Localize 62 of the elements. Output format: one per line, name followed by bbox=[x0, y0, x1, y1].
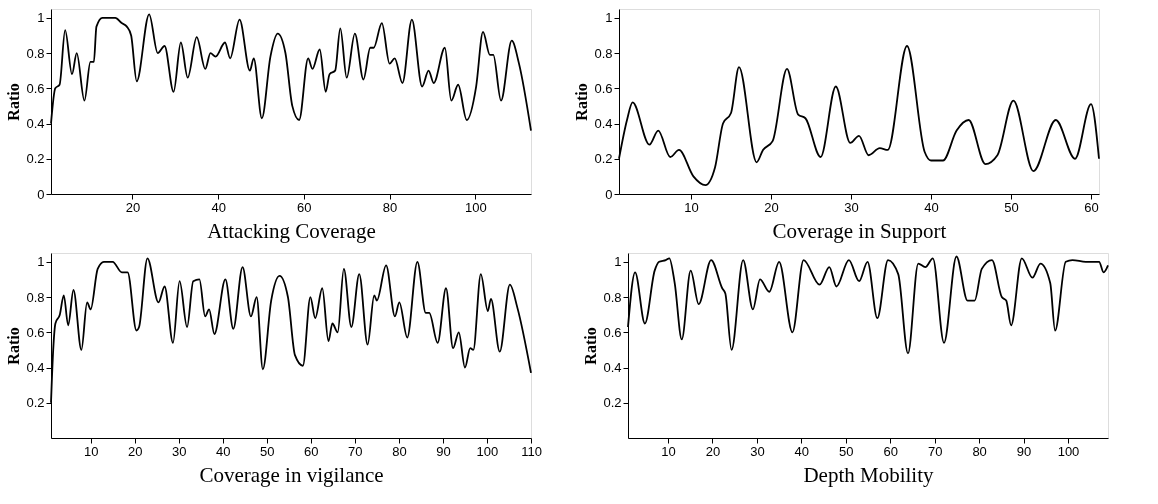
x-axis-title: Depth Mobility bbox=[803, 462, 935, 487]
y-tick-label: 1 bbox=[614, 254, 622, 270]
y-tick-label: 0.8 bbox=[26, 289, 45, 305]
x-tick-label: 30 bbox=[750, 443, 765, 459]
y-tick-label: 0.8 bbox=[594, 45, 613, 61]
x-tick-label: 100 bbox=[464, 199, 487, 215]
y-axis-title: Ratio bbox=[5, 327, 23, 365]
x-tick-label: 70 bbox=[927, 443, 943, 459]
y-tick-label: 0.6 bbox=[26, 80, 45, 96]
x-tick-label: 30 bbox=[844, 199, 859, 215]
x-tick-label: 100 bbox=[476, 443, 499, 459]
y-tick-label: 0.2 bbox=[26, 151, 45, 167]
y-tick-label: 0.4 bbox=[26, 360, 45, 376]
x-tick-label: 60 bbox=[304, 443, 319, 459]
y-tick-label: 0.6 bbox=[594, 80, 613, 96]
y-axis-title: Ratio bbox=[5, 83, 23, 121]
x-tick-label: 30 bbox=[171, 443, 187, 459]
y-tick-label: 0 bbox=[605, 186, 613, 202]
x-tick-label: 20 bbox=[764, 199, 779, 215]
y-tick-label: 0.2 bbox=[26, 395, 45, 411]
x-tick-label: 20 bbox=[705, 443, 721, 459]
x-tick-label: 90 bbox=[1016, 443, 1032, 459]
y-tick-label: 0.2 bbox=[603, 395, 622, 411]
x-tick-label: 80 bbox=[382, 199, 398, 215]
x-tick-label: 40 bbox=[216, 443, 231, 459]
y-tick-label: 1 bbox=[37, 254, 45, 270]
x-tick-label: 10 bbox=[83, 443, 99, 459]
x-tick-label: 50 bbox=[260, 443, 275, 459]
x-tick-label: 60 bbox=[883, 443, 898, 459]
x-tick-label: 20 bbox=[127, 443, 143, 459]
x-axis-title: Coverage in vigilance bbox=[199, 462, 384, 487]
x-tick-label: 80 bbox=[972, 443, 987, 459]
y-axis-title: Ratio bbox=[582, 327, 600, 365]
y-tick-label: 0.6 bbox=[26, 324, 45, 340]
x-tick-label: 60 bbox=[1084, 199, 1099, 215]
x-axis-title: Attacking Coverage bbox=[207, 218, 376, 243]
y-tick-label: 0.4 bbox=[594, 116, 613, 132]
x-tick-label: 50 bbox=[839, 443, 854, 459]
x-tick-label: 50 bbox=[1004, 199, 1019, 215]
x-tick-label: 20 bbox=[125, 199, 141, 215]
y-tick-label: 0.6 bbox=[603, 324, 622, 340]
y-tick-label: 0.4 bbox=[603, 360, 622, 376]
x-tick-label: 60 bbox=[297, 199, 312, 215]
x-tick-label: 40 bbox=[211, 199, 226, 215]
y-tick-label: 0.4 bbox=[26, 116, 45, 132]
y-axis-title: Ratio bbox=[573, 83, 591, 121]
x-tick-label: 70 bbox=[348, 443, 363, 459]
y-tick-label: 1 bbox=[605, 10, 613, 26]
x-tick-label: 80 bbox=[392, 443, 407, 459]
x-tick-label: 40 bbox=[924, 199, 939, 215]
x-tick-label: 110 bbox=[521, 443, 542, 459]
y-tick-label: 0.8 bbox=[26, 45, 45, 61]
y-tick-label: 0.8 bbox=[603, 289, 622, 305]
x-tick-label: 40 bbox=[794, 443, 810, 459]
x-tick-label: 10 bbox=[661, 443, 676, 459]
y-tick-label: 0.2 bbox=[594, 151, 613, 167]
x-axis-title: Coverage in Support bbox=[772, 218, 947, 243]
x-tick-label: 100 bbox=[1057, 443, 1080, 459]
y-tick-label: 1 bbox=[37, 10, 45, 26]
x-tick-label: 90 bbox=[436, 443, 451, 459]
x-tick-label: 10 bbox=[684, 199, 699, 215]
y-tick-label: 0 bbox=[37, 186, 45, 202]
